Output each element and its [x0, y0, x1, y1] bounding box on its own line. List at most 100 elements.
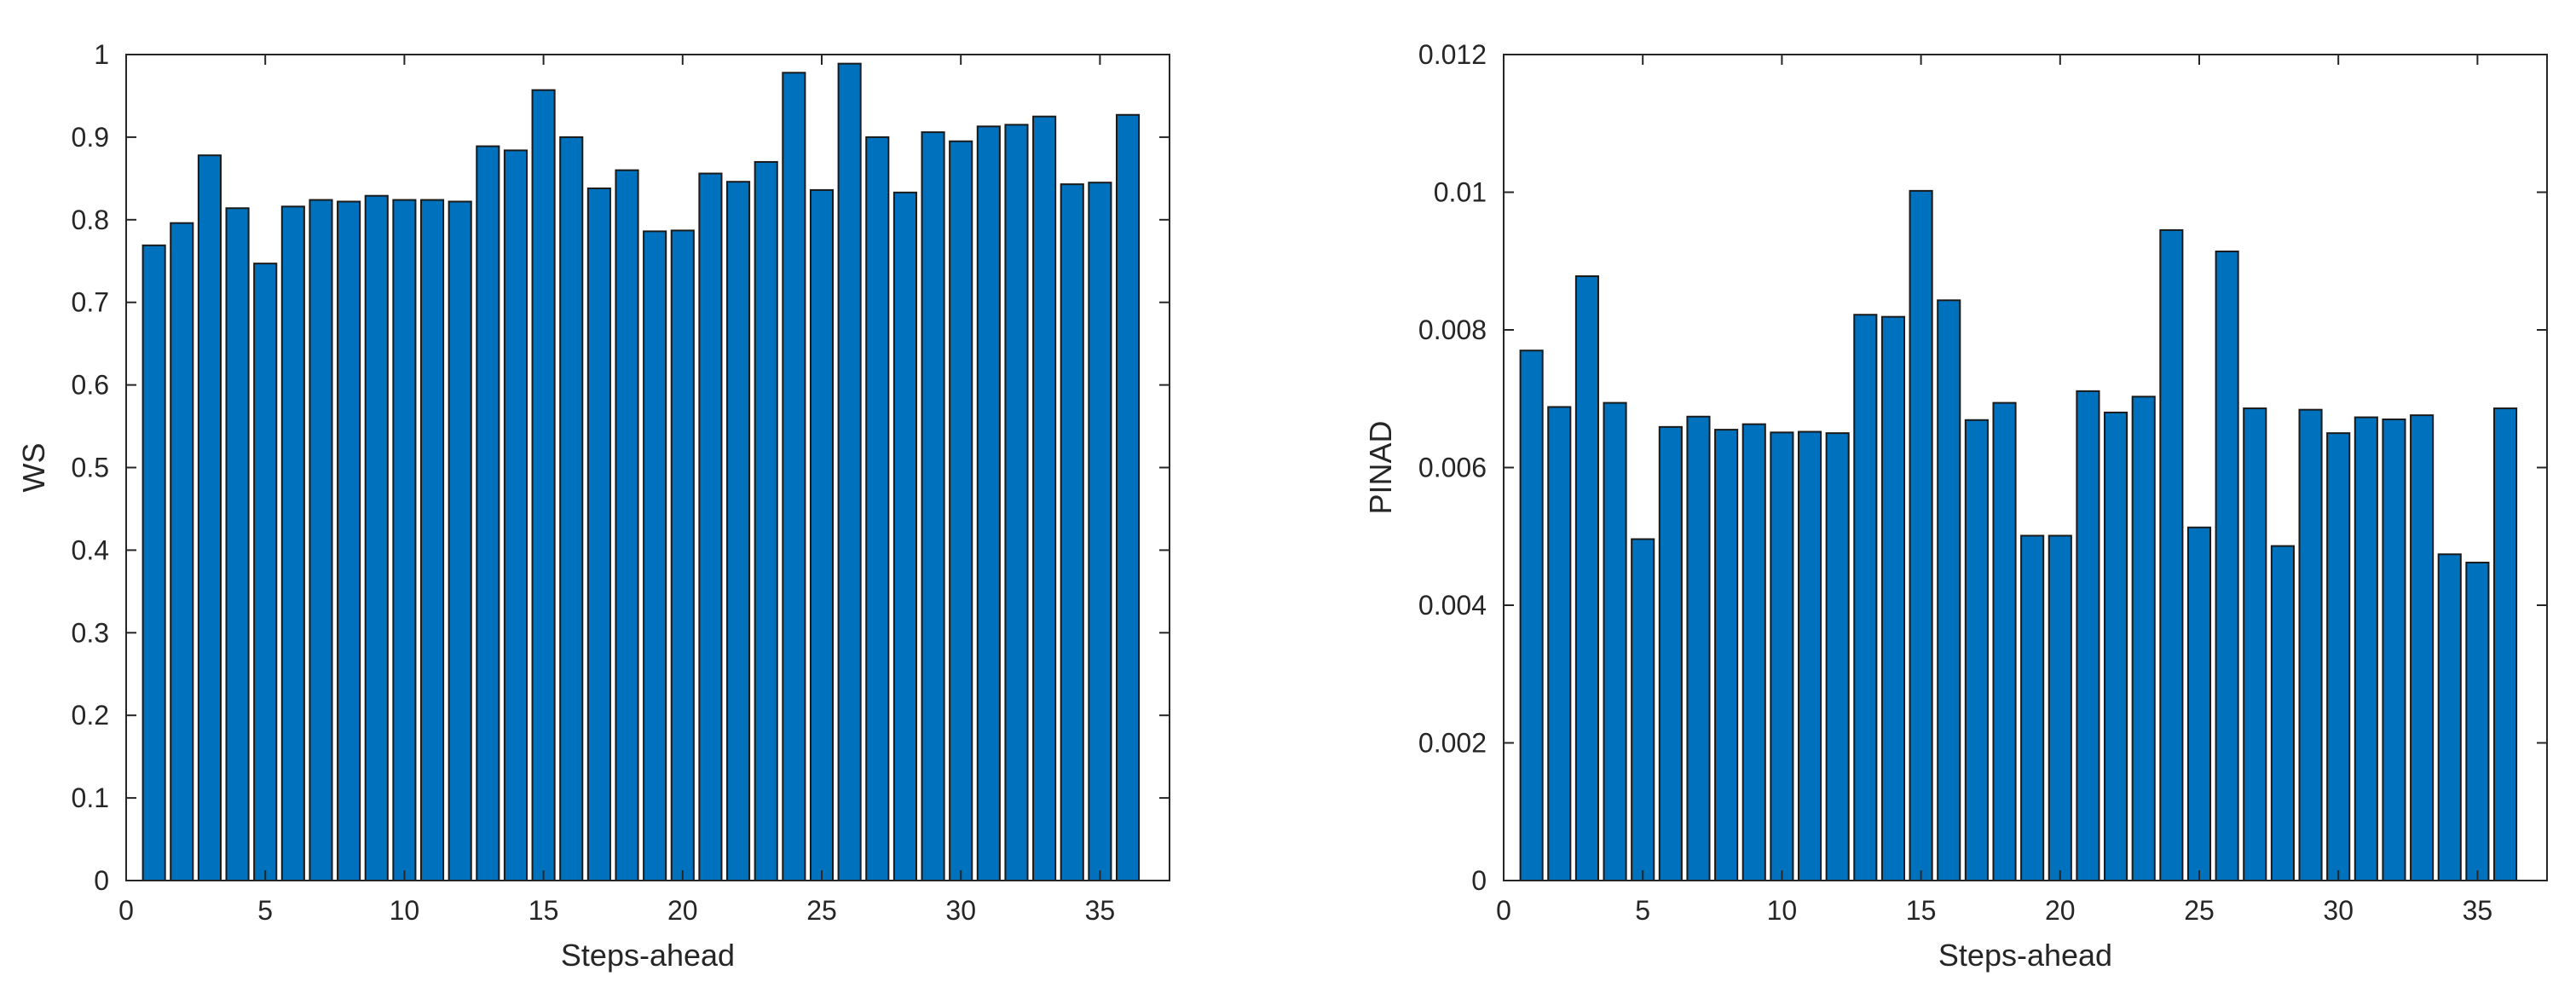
bar: [2437, 553, 2462, 881]
bar: [2048, 534, 2072, 881]
bar: [337, 200, 361, 881]
bar: [782, 72, 806, 882]
bar: [280, 205, 305, 881]
y-tick-label: 0.7: [72, 287, 109, 318]
bar: [1547, 406, 1572, 881]
bar: [392, 199, 417, 881]
bar: [865, 136, 890, 881]
y-tick-label: 0.3: [72, 617, 109, 648]
bar: [531, 89, 556, 882]
bar: [197, 154, 222, 881]
bar: [1880, 315, 1906, 882]
x-tick-label: 25: [2184, 895, 2215, 926]
bar: [1115, 113, 1141, 881]
x-tick-label: 5: [257, 895, 273, 926]
bar: [1004, 124, 1029, 882]
bar: [1603, 401, 1627, 882]
x-tick-label: 0: [118, 895, 134, 926]
bar: [2326, 432, 2351, 881]
bar: [364, 194, 389, 882]
y-tick-label: 0: [94, 865, 109, 896]
bar: [1770, 431, 1794, 881]
y-tick-label: 0.6: [72, 370, 109, 401]
bar: [1909, 189, 1933, 881]
bar: [2243, 407, 2267, 881]
x-tick-label: 20: [2045, 895, 2076, 926]
bar: [1825, 432, 1850, 881]
x-tick-label: 20: [667, 895, 698, 926]
y-tick-label: 0.1: [72, 783, 109, 813]
x-tick-label: 0: [1496, 895, 1511, 926]
y-tick-label: 0.01: [1434, 177, 1487, 208]
bar: [1992, 401, 2017, 882]
bar: [726, 181, 751, 881]
bar: [1937, 299, 1961, 881]
bar: [1741, 423, 1766, 881]
bar: [976, 125, 1001, 882]
y-axis-label: PINAD: [1363, 420, 1398, 514]
chart-pinad: 0 5 10 15 20 25 30 35 0 0.002 0.004 0.006 0.008 0.01 0…: [1363, 39, 2548, 973]
bar: [2465, 561, 2490, 881]
y-tick-label: 0: [1471, 865, 1487, 896]
bar: [615, 169, 639, 882]
y-tick-label: 0.9: [72, 122, 109, 153]
bar: [2104, 411, 2128, 881]
bar: [448, 200, 472, 881]
bar: [1060, 183, 1084, 881]
y-tick-label: 1: [94, 39, 109, 70]
y-tick-label: 0.4: [72, 534, 109, 565]
bar: [309, 199, 333, 881]
bar: [2382, 418, 2406, 882]
bar: [643, 230, 667, 881]
bar: [1658, 425, 1683, 882]
x-tick-label: 15: [528, 895, 559, 926]
bar: [698, 172, 723, 881]
bar: [809, 188, 835, 881]
bar: [2131, 396, 2156, 881]
x-tick-label: 10: [390, 895, 420, 926]
y-tick-label: 0.012: [1418, 39, 1487, 70]
x-tick-label: 35: [2463, 895, 2493, 926]
x-tick-label: 30: [945, 895, 976, 926]
bar: [170, 222, 194, 881]
x-tick-label: 30: [2323, 895, 2354, 926]
bar: [1032, 115, 1057, 882]
x-tick-label: 5: [1635, 895, 1650, 926]
bar: [1574, 275, 1599, 881]
bar: [2410, 414, 2434, 881]
bar: [586, 187, 611, 881]
y-tick-label: 0.2: [72, 700, 109, 731]
y-tick-label: 0.8: [72, 205, 109, 235]
bar: [670, 229, 695, 882]
bar: [1714, 429, 1739, 881]
bar: [1686, 415, 1711, 881]
x-tick-label: 15: [1906, 895, 1937, 926]
x-axis-label: Steps-ahead: [561, 938, 735, 973]
bar: [253, 263, 278, 882]
bar: [2492, 407, 2518, 881]
bar: [2354, 416, 2378, 881]
x-tick-label: 10: [1767, 895, 1798, 926]
bar: [2186, 526, 2212, 881]
bar: [1797, 430, 1822, 881]
bar: [949, 140, 973, 881]
x-tick-label: 25: [806, 895, 837, 926]
bar: [2215, 250, 2239, 881]
y-tick-label: 0.008: [1418, 315, 1487, 345]
bar: [754, 160, 778, 882]
bar: [1964, 419, 1989, 882]
y-tick-label: 0.004: [1418, 590, 1487, 621]
x-axis-label: Steps-ahead: [1938, 938, 2112, 973]
bar: [559, 136, 584, 881]
y-tick-label: 0.5: [72, 453, 109, 483]
bar: [419, 199, 445, 881]
bar: [2159, 228, 2184, 882]
bar: [892, 191, 917, 881]
bar: [837, 62, 862, 881]
bar: [2270, 545, 2295, 881]
bar: [2076, 390, 2100, 881]
bar: [225, 207, 250, 881]
bar: [1853, 314, 1878, 881]
bar: [476, 145, 500, 881]
